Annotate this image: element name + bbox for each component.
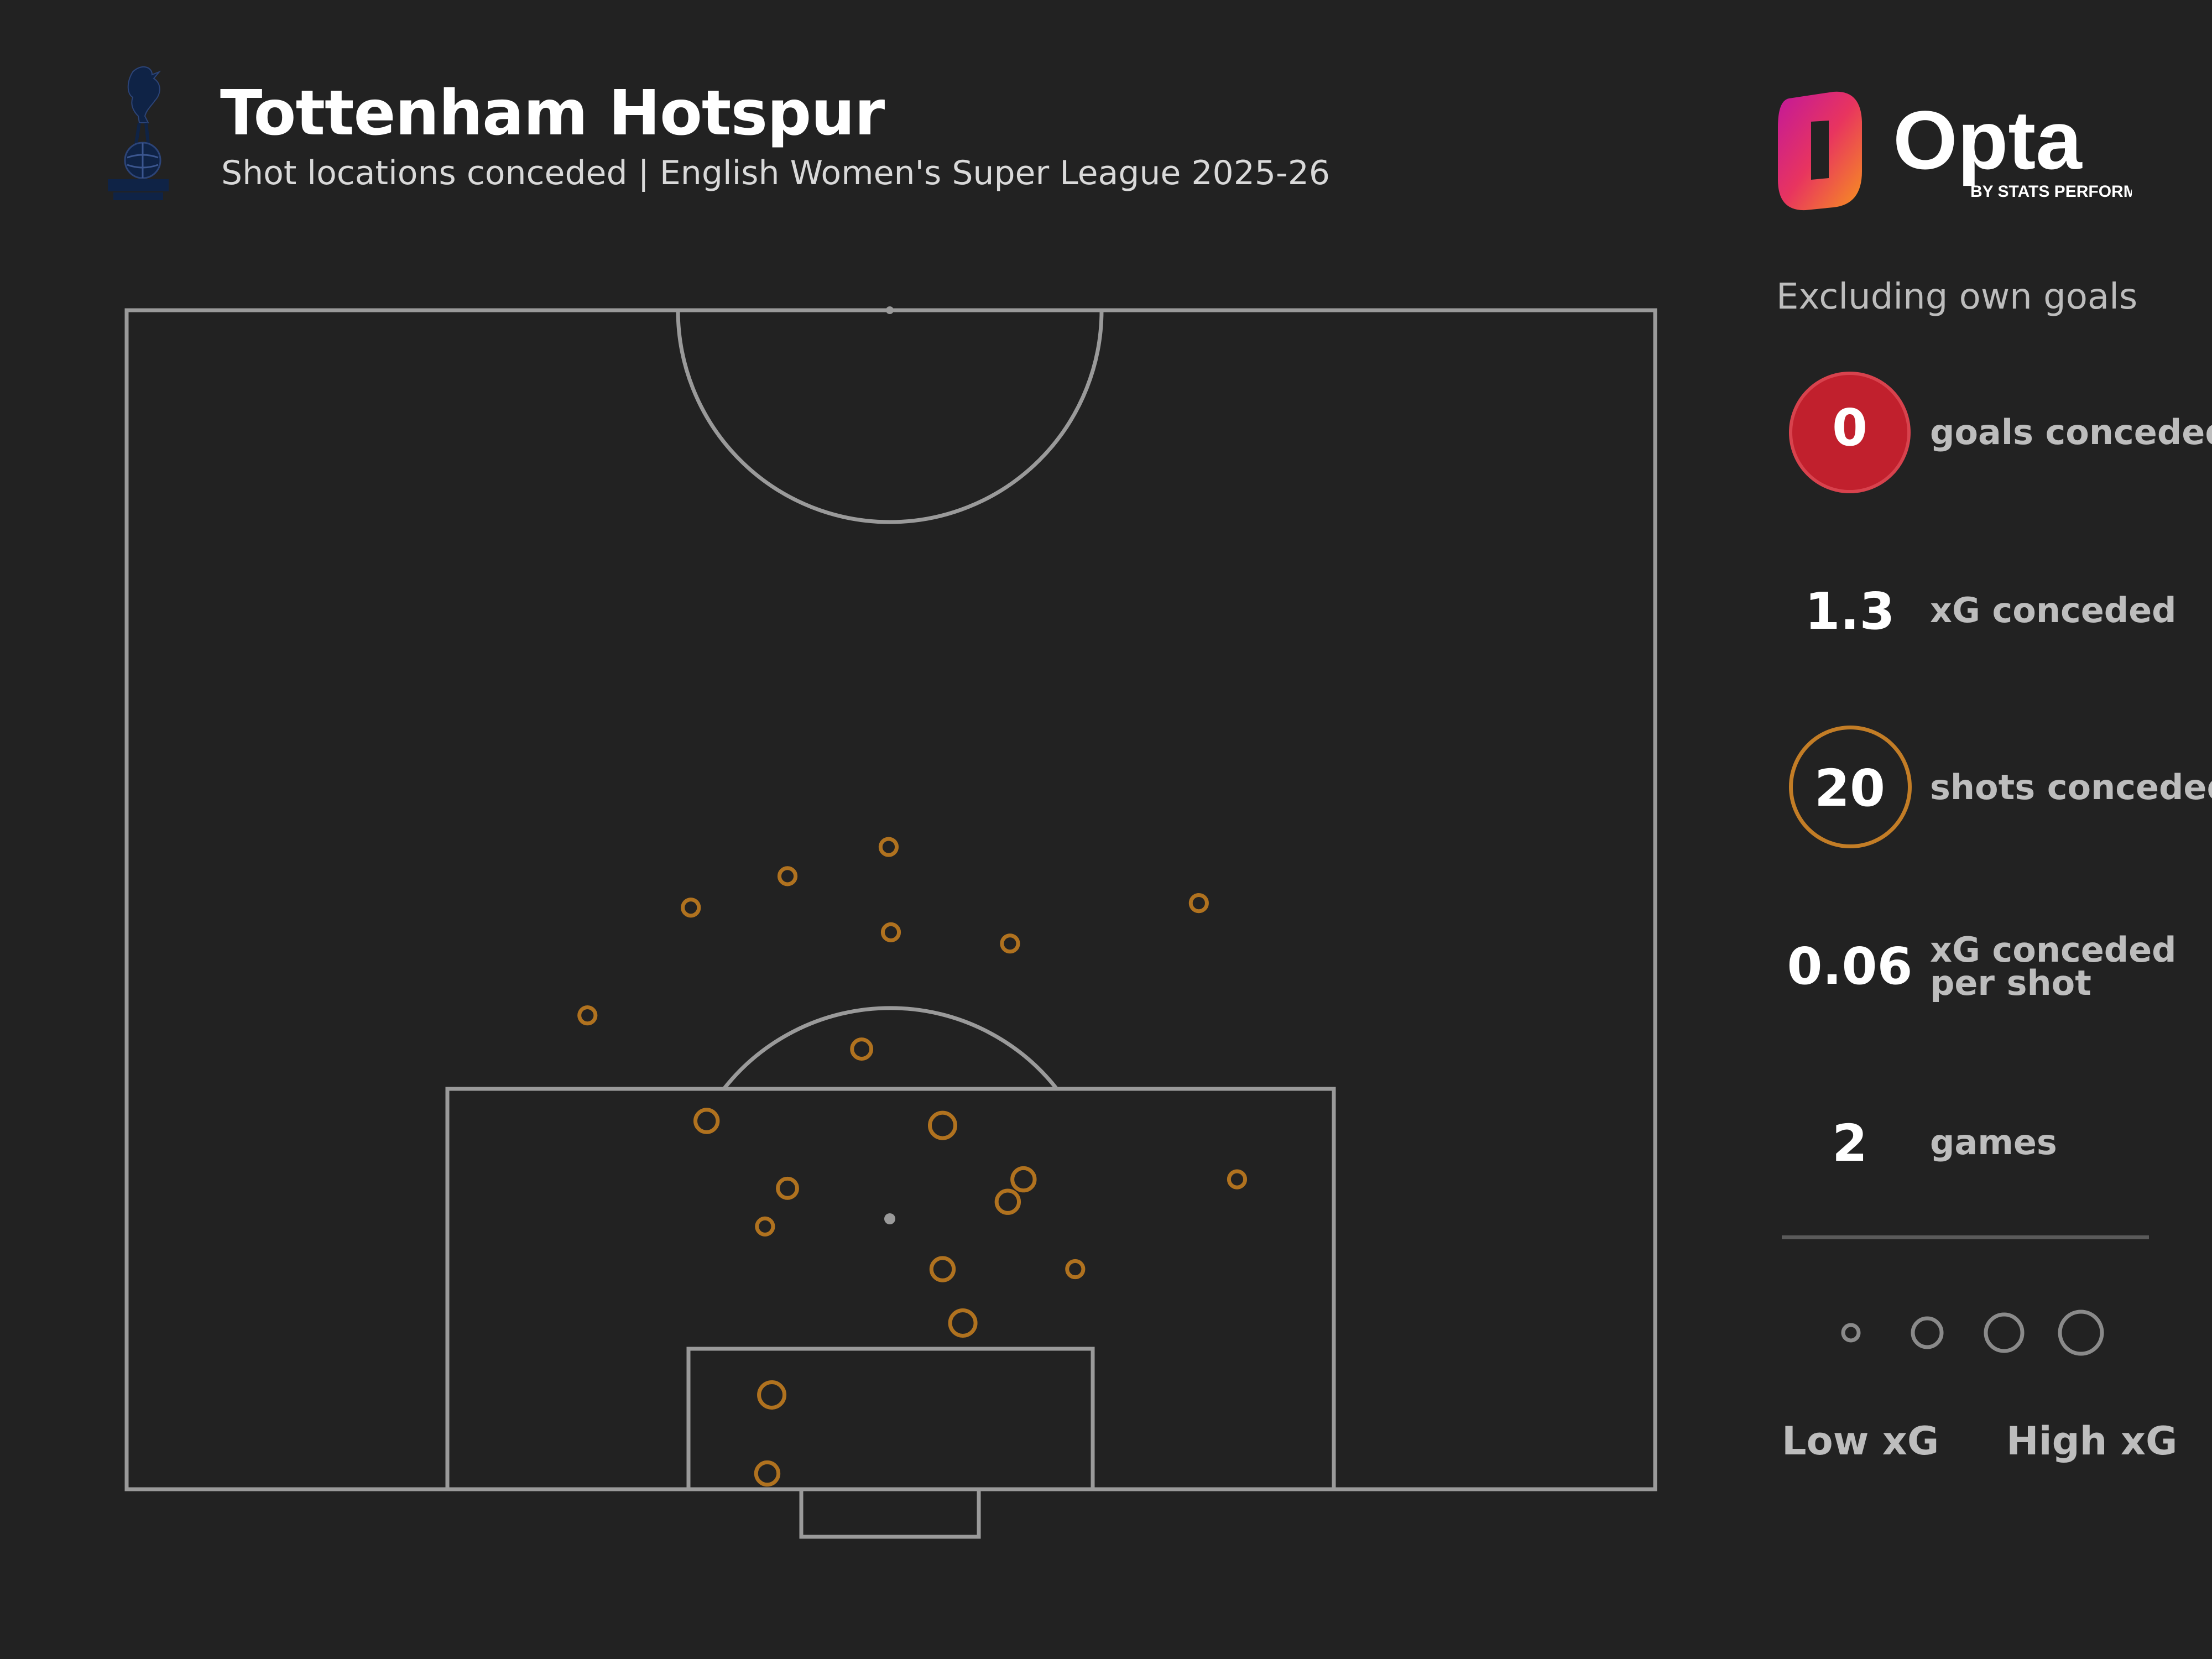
goals-conceded-label: goals conceded [1930, 412, 2212, 452]
legend-high-label: High xG [2006, 1418, 2178, 1464]
shot-marker-20 [754, 1460, 781, 1487]
shot-marker-1 [878, 837, 899, 857]
opta-logo-icon: Opta BY STATS PERFORM [1778, 91, 2132, 211]
shots-conceded-label: shots conceded [1930, 767, 2212, 807]
shot-marker-19 [757, 1380, 787, 1410]
shots-conceded-value: 20 [1814, 759, 1886, 818]
shot-marker-3 [681, 898, 701, 918]
shot-marker-5 [1000, 933, 1020, 954]
shot-marker-8 [850, 1037, 874, 1061]
shot-marker-15 [755, 1216, 775, 1237]
shot-marker-16 [929, 1256, 956, 1282]
shot-marker-12 [1010, 1166, 1037, 1193]
goals-conceded-value: 0 [1832, 398, 1867, 457]
xg-size-legend [1841, 1310, 2104, 1356]
penalty-arc [722, 1006, 1058, 1091]
six-yard-box [686, 1347, 1095, 1491]
shot-marker-14 [1227, 1169, 1248, 1190]
shot-map-pitch [124, 306, 1657, 1539]
tottenham-cockerel-crest-icon [108, 66, 169, 200]
shot-marker-9 [693, 1108, 720, 1134]
legend-circle-l [2058, 1310, 2104, 1356]
shot-marker-6 [1188, 893, 1209, 914]
games-value: 2 [1832, 1114, 1867, 1173]
legend-low-label: Low xG [1782, 1418, 1939, 1464]
shot-marker-2 [777, 866, 798, 886]
legend-circle-s [1911, 1316, 1944, 1349]
shot-marker-10 [927, 1110, 957, 1140]
xg-per-shot-label-line1: xG conceded [1930, 930, 2177, 970]
opta-wordmark: Opta [1893, 93, 2083, 186]
legend-circle-m [1984, 1312, 2025, 1353]
exclusion-note: Excluding own goals [1776, 276, 2138, 317]
xg-per-shot-value: 0.06 [1787, 937, 1913, 996]
games-label: games [1930, 1122, 2057, 1162]
shot-marker-7 [577, 1005, 598, 1026]
opta-tagline: BY STATS PERFORM [1970, 182, 2132, 201]
shot-marker-4 [880, 922, 901, 942]
page-title: Tottenham Hotspur [220, 77, 885, 149]
panel-divider [1782, 1235, 2149, 1239]
goal [799, 1487, 981, 1539]
shot-marker-13 [994, 1188, 1021, 1215]
penalty-spot [884, 1213, 895, 1224]
shot-markers [577, 837, 1248, 1487]
legend-circle-xs [1841, 1323, 1861, 1343]
page-subtitle: Shot locations conceded | English Women'… [221, 154, 1331, 192]
centre-circle [676, 310, 1104, 524]
shot-marker-18 [948, 1308, 978, 1338]
shot-marker-11 [776, 1176, 799, 1200]
pitch-outline [124, 308, 1657, 1491]
xg-per-shot-label-line2: per shot [1930, 963, 2091, 1003]
xg-conceded-value: 1.3 [1804, 582, 1895, 641]
shots-badge [1789, 726, 1912, 848]
goals-badge [1789, 372, 1911, 493]
centre-spot [886, 306, 894, 314]
xg-conceded-label: xG conceded [1930, 590, 2177, 630]
penalty-area [445, 1087, 1336, 1491]
shot-marker-17 [1065, 1259, 1086, 1280]
